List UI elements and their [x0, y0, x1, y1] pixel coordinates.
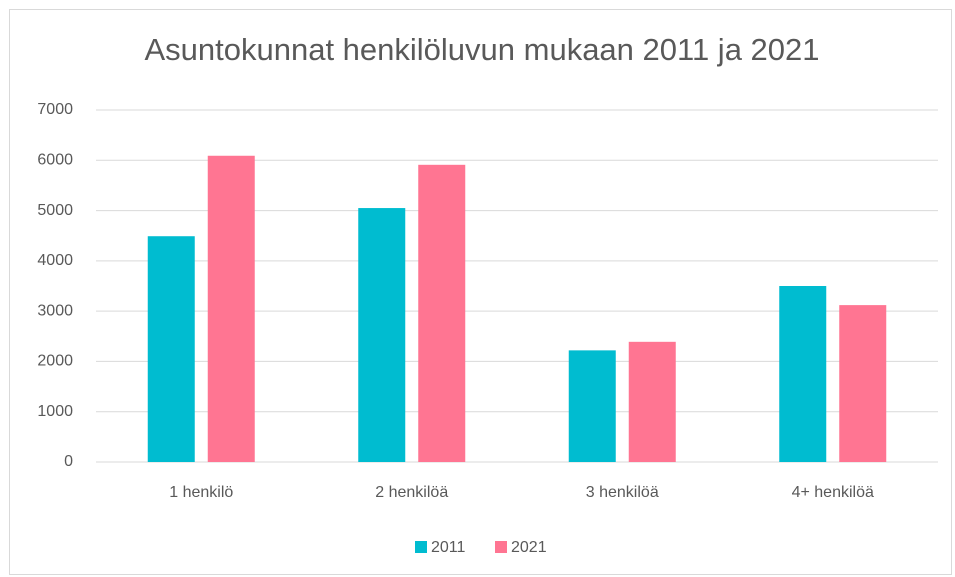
legend-swatch: [415, 541, 427, 553]
bar: [147, 236, 195, 462]
legend-label: 2021: [511, 539, 547, 556]
bar: [628, 341, 676, 462]
y-tick-label: 2000: [37, 353, 73, 370]
x-tick-label: 4+ henkilöä: [792, 484, 874, 501]
legend-swatch: [495, 541, 507, 553]
y-tick-label: 4000: [37, 252, 73, 269]
x-tick-label: 1 henkilö: [169, 484, 233, 501]
y-tick-label: 3000: [37, 302, 73, 319]
legend-label: 2011: [431, 539, 466, 556]
chart-title: Asuntokunnat henkilöluvun mukaan 2011 ja…: [144, 32, 819, 67]
bar: [358, 208, 406, 462]
bar: [839, 305, 887, 462]
bar: [418, 164, 466, 462]
y-tick-label: 6000: [37, 152, 73, 169]
y-tick-label: 5000: [37, 202, 73, 219]
y-tick-label: 7000: [37, 101, 73, 118]
bar: [568, 350, 616, 462]
bar: [207, 155, 255, 462]
x-tick-label: 3 henkilöä: [586, 484, 659, 501]
bar: [779, 286, 827, 462]
x-tick-label: 2 henkilöä: [375, 484, 448, 501]
y-tick-label: 0: [64, 453, 73, 470]
y-tick-label: 1000: [37, 403, 73, 420]
